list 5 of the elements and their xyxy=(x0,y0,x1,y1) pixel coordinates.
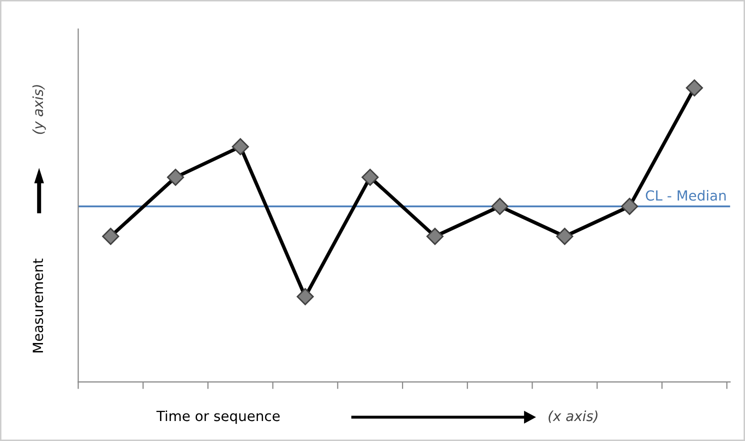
x-axis-title: Time or sequence xyxy=(156,410,280,424)
text: (x axis) xyxy=(548,410,598,423)
ref-line-label: CL - Median xyxy=(646,190,726,201)
text: (y axis) xyxy=(32,85,46,134)
y-axis-title: Measurement xyxy=(32,258,44,352)
